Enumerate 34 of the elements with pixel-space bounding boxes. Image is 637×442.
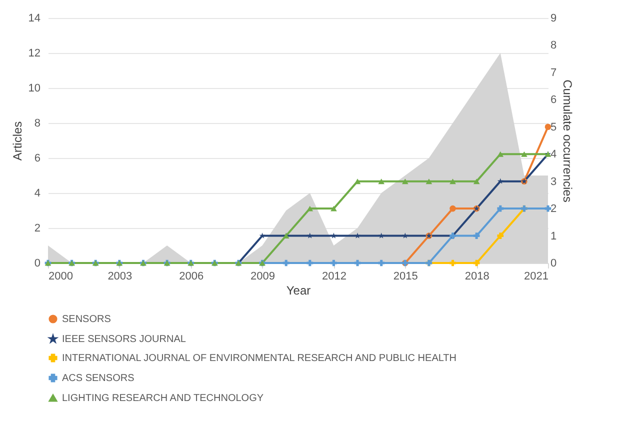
x-tick-label: 2003 [108, 270, 132, 282]
y2-tick-label: 5 [550, 121, 557, 134]
y2-tick-label: 1 [550, 230, 557, 242]
y2-tick-label: 4 [550, 148, 557, 161]
y2-axis-title: Cumulate occurrencies [560, 80, 575, 202]
legend-label: INTERNATIONAL JOURNAL OF ENVIRONMENTAL RESEARCH AND PUBLIC HEALTH [62, 353, 457, 364]
x-tick-label: 2009 [250, 270, 276, 282]
y2-tick-label: 7 [550, 66, 557, 79]
legend-label: IEEE SENSORS JOURNAL [62, 334, 186, 345]
y2-tick-label: 8 [550, 40, 557, 52]
y2-tick-label: 3 [550, 176, 557, 188]
y-tick-label: 12 [28, 48, 40, 60]
y-tick-label: 2 [34, 222, 40, 234]
y-tick-label: 4 [34, 188, 40, 200]
y2-tick-label: 2 [550, 203, 557, 216]
x-tick-label: 2012 [322, 270, 346, 282]
y-tick-label: 10 [28, 82, 40, 94]
y-tick-label: 14 [28, 12, 40, 24]
legend-label: ACS SENSORS [62, 373, 135, 384]
y2-tick-label: 0 [550, 258, 557, 270]
x-tick-label: 2021 [524, 270, 548, 282]
legend-label: SENSORS [62, 314, 112, 325]
x-tick-label: 2000 [48, 270, 73, 282]
x-tick-label: 2015 [393, 270, 418, 282]
x-axis-title: Year [286, 284, 311, 298]
y2-tick-label: 6 [550, 94, 557, 106]
y-tick-label: 8 [34, 118, 40, 130]
y-axis-title: Articles [10, 121, 24, 161]
y-tick-label: 0 [34, 258, 40, 270]
y-tick-label: 6 [34, 152, 40, 164]
x-tick-label: 2006 [179, 270, 204, 282]
legend-label: LIGHTING RESEARCH AND TECHNOLOGY [62, 393, 264, 404]
x-tick-label: 2018 [464, 270, 490, 282]
y2-tick-label: 9 [550, 12, 557, 24]
